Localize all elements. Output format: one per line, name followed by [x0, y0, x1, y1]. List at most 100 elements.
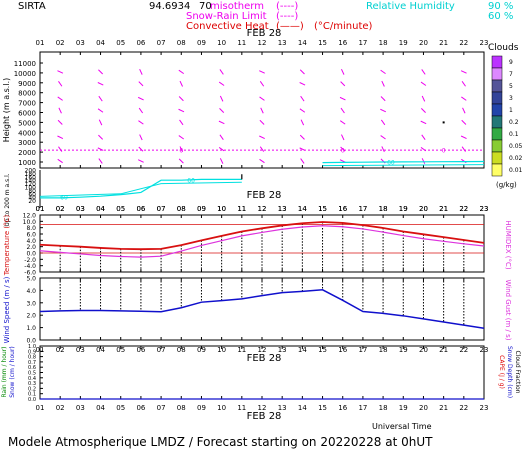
- wind-barb: [420, 108, 426, 113]
- clouds-scale-label: 0.02: [509, 155, 523, 162]
- wind-barb: [341, 68, 345, 75]
- panel2-hour-11: 11: [237, 205, 246, 213]
- snow-rain-legend: Snow-Rain Limit: [186, 11, 267, 22]
- clouds-scale-label: 0.1: [509, 131, 519, 138]
- clouds-scale-swatch: [491, 127, 503, 141]
- wind-barb: [57, 119, 63, 125]
- clouds-scale-label: 0.01: [509, 167, 523, 174]
- panel1-bottom-hour-23: 23: [480, 205, 489, 213]
- panel1-top-hour-03: 03: [76, 39, 85, 47]
- clouds-scale-swatch: [491, 55, 503, 69]
- panel1-top-hour-04: 04: [96, 39, 105, 47]
- wind-barb: [58, 146, 63, 152]
- wind-barb: [138, 81, 144, 87]
- rh-upper-contour: [322, 160, 485, 164]
- panel2-hour-09: 09: [197, 205, 206, 213]
- panel2-hour-21: 21: [439, 205, 448, 213]
- temperature-tick-label: 6.0: [26, 232, 36, 239]
- panel1-top-hour-12: 12: [258, 39, 267, 47]
- station-name: SIRTA: [18, 1, 46, 12]
- panel2-hour-19: 19: [399, 205, 408, 213]
- convective-legend: Convective Heat: [186, 21, 269, 32]
- wind-barb: [178, 96, 184, 102]
- wind-barb: [259, 158, 265, 164]
- clouds-scale-label: 5: [509, 83, 513, 90]
- panel4-top-hour-07: 07: [157, 346, 166, 354]
- panel1-bottom-hour-19: 19: [399, 205, 408, 213]
- wind-barb: [420, 120, 427, 125]
- wind-barb: [460, 135, 467, 139]
- panel4-bottom-hour-11: 11: [237, 404, 246, 412]
- wind-barb: [300, 95, 305, 102]
- clouds-scale-swatch: [491, 67, 503, 81]
- isotherm-label: 0: [442, 148, 446, 155]
- panel1-top-hour-18: 18: [379, 39, 388, 47]
- panel1-top-hour-13: 13: [278, 39, 287, 47]
- height-tick-label: 6000: [18, 110, 36, 118]
- clouds-scale-swatch: [491, 91, 503, 105]
- panel4-top-hour-21: 21: [439, 346, 448, 354]
- panel4-bottom-hour-15: 15: [318, 404, 327, 412]
- panel1-top-hour-20: 20: [419, 39, 428, 47]
- temperature-tick-label: 10.0: [23, 219, 37, 226]
- panel1-top-hour-17: 17: [358, 39, 367, 47]
- wind-barb: [421, 69, 426, 75]
- isotherm-legend-mark: (----): [276, 1, 298, 12]
- lower-height-tick-label: 80: [28, 188, 36, 195]
- wind-barb: [299, 108, 306, 113]
- panel4-top-hour-05: 05: [116, 346, 125, 354]
- wind-barb: [179, 80, 183, 87]
- wind-barb: [179, 119, 184, 126]
- clouds-scale-swatch: [491, 115, 503, 129]
- panel1-bottom-hour-11: 11: [237, 205, 246, 213]
- clouds-scale-swatch: [491, 139, 503, 153]
- panel1-bottom-hour-21: 21: [439, 205, 448, 213]
- panel4-top-hour-16: 16: [338, 346, 347, 354]
- panel4-top-hour-02: 02: [56, 346, 65, 354]
- date-label: FEB 28: [247, 353, 282, 364]
- precip-tick-label: 0.5: [28, 371, 36, 377]
- panel1-top-hour-21: 21: [439, 39, 448, 47]
- panel2-hour-16: 16: [338, 205, 347, 213]
- panel2-hour-07: 07: [157, 205, 166, 213]
- height-tick-label: 4000: [18, 129, 36, 137]
- precip-tick-label: 1.0: [28, 344, 36, 350]
- height-tick-label: 9000: [18, 80, 36, 88]
- precip-tick-label: 0.0: [28, 397, 36, 403]
- wind-barb: [260, 107, 264, 114]
- panel4-bottom-hour-01: 01: [36, 404, 45, 412]
- panel4-bottom-hour-18: 18: [379, 404, 388, 412]
- panel4-top-hour-03: 03: [76, 346, 85, 354]
- rain-axis-label: Rain (mm / hour): [1, 346, 8, 397]
- wind-barb: [259, 96, 265, 101]
- wind-barb: [299, 69, 305, 75]
- panel4-bottom-hour-23: 23: [480, 404, 489, 412]
- panel2-hour-01: 01: [36, 205, 45, 213]
- panel1-bottom-hour-12: 12: [258, 205, 267, 213]
- temperature-tick-label: 12.0: [23, 213, 37, 220]
- precip-tick-label: 0.6: [28, 365, 36, 371]
- clouds-scale-swatch: [491, 103, 503, 117]
- wind-barb: [178, 69, 185, 75]
- panel4-top-hour-20: 20: [419, 346, 428, 354]
- wind-barb: [259, 135, 265, 139]
- panel1-top-hour-01: 01: [36, 39, 45, 47]
- wind-barb: [137, 159, 144, 163]
- panel1-bottom-hour-06: 06: [136, 205, 145, 213]
- temperature-tick-label: -4.0: [24, 263, 36, 270]
- rh-legend-60: 60 %: [488, 11, 513, 22]
- panel1-top-hour-08: 08: [177, 39, 186, 47]
- panel1-top-hour-07: 07: [157, 39, 166, 47]
- panel4-top-hour-22: 22: [459, 346, 468, 354]
- panel2-hour-20: 20: [419, 205, 428, 213]
- wind-barb: [460, 70, 467, 74]
- wind-tick-label: 4.0: [26, 288, 36, 295]
- cloud-fraction-axis-label: Cloud Fraction: [514, 351, 521, 394]
- wind-barb: [380, 96, 386, 102]
- wind-barb: [98, 158, 103, 164]
- lower-height-axis-label: Up to 200 m a.s.l.: [4, 173, 11, 226]
- panel2-hour-18: 18: [379, 205, 388, 213]
- wind-barb: [219, 95, 224, 102]
- wind-barb: [461, 81, 466, 87]
